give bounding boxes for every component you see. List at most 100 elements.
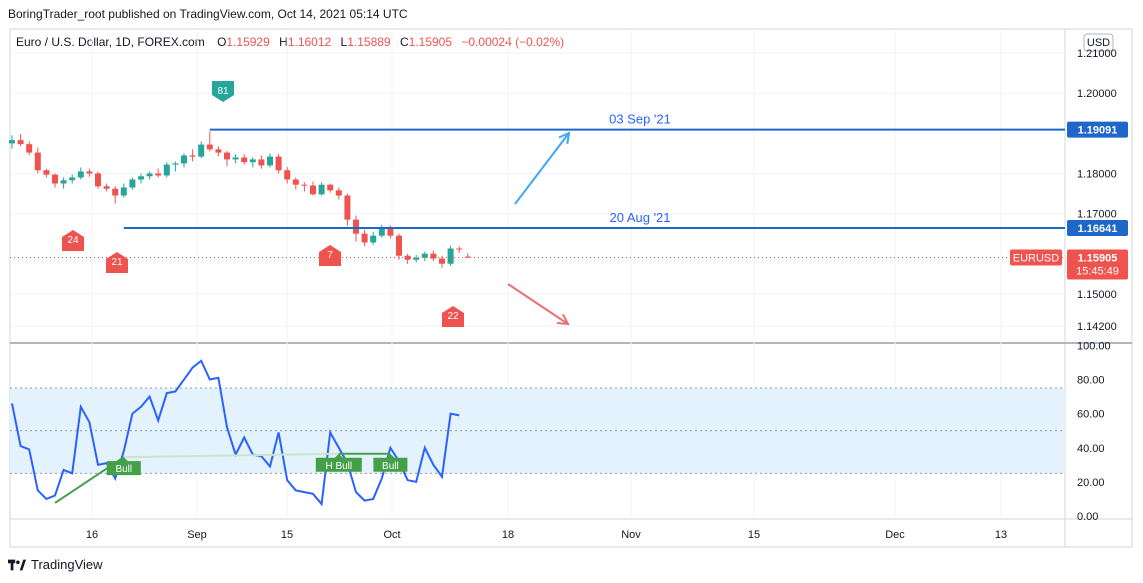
price-tick-label: 1.15000 [1077, 289, 1117, 301]
candle [292, 177, 299, 190]
divergence-label-bg [373, 453, 408, 472]
level-price-tag-bg [1067, 121, 1128, 138]
candle [370, 231, 377, 245]
candle-body [275, 156, 282, 171]
time-tick-label: 15 [748, 529, 760, 541]
signal-marker: 21 [106, 252, 128, 273]
candle-body [267, 156, 273, 166]
candle [378, 224, 385, 238]
candle [60, 177, 67, 189]
last-price-tag-bg [1067, 249, 1128, 280]
arrow-down-icon[interactable] [507, 283, 570, 326]
time-tick-label: Nov [621, 529, 641, 541]
candle-body [52, 174, 58, 184]
candle-body [361, 233, 368, 243]
candle [86, 168, 93, 177]
candle-body [129, 179, 136, 188]
candle-body [396, 235, 402, 256]
candle [335, 187, 342, 200]
candle-body [163, 164, 170, 176]
countdown-text: 15:45:49 [1076, 266, 1119, 278]
symbol-info: Euro / U.S. Dollar, 1D, FOREX.com O1.159… [16, 35, 564, 49]
candle [26, 141, 33, 156]
signal-marker-label: 22 [447, 311, 459, 322]
tradingview-logo[interactable]: TradingView [8, 557, 103, 572]
candle [43, 168, 50, 178]
drawings: 03 Sep '21 20 Aug '21 81 24 21 7 22 [10, 81, 1065, 327]
level-price-tag: 1.16641 [1067, 219, 1128, 236]
rsi-tick-label: 40.00 [1077, 443, 1105, 455]
signal-marker: 24 [62, 230, 84, 251]
candle-body [232, 157, 239, 160]
candle [430, 250, 437, 261]
level-price-tag-text: 1.19091 [1078, 125, 1118, 137]
candle [163, 162, 170, 178]
candle-body [103, 186, 110, 189]
candle [155, 168, 162, 178]
candle [361, 229, 368, 247]
rsi-pane: Bull H Bull Bull [10, 359, 1065, 507]
time-tick-label: 13 [995, 529, 1007, 541]
signal-marker: 22 [442, 306, 464, 327]
time-tick-label: Oct [383, 529, 400, 541]
price-tick-label: 1.18000 [1077, 168, 1117, 180]
candle [396, 233, 402, 260]
signal-marker-shape [442, 306, 464, 327]
time-tick-label: 15 [281, 529, 293, 541]
candle [275, 154, 282, 174]
symbol-tag-bg [1010, 249, 1062, 266]
candle-body [258, 159, 265, 166]
rsi-tick-label: 60.00 [1077, 409, 1105, 421]
symbol-tag-text: EURUSD [1013, 253, 1060, 265]
candle-body [112, 188, 119, 196]
candle [69, 174, 76, 184]
candle-body [17, 140, 24, 145]
candle-body [95, 173, 101, 187]
candle-body [370, 235, 377, 243]
candle [318, 182, 325, 196]
rsi-tick-label: 100.00 [1077, 340, 1111, 352]
candle [421, 251, 428, 261]
candle-body [146, 173, 153, 177]
candle-body [198, 144, 205, 157]
level-date-label: 03 Sep '21 [609, 112, 671, 127]
candle-body [120, 187, 127, 196]
candle-body [447, 248, 454, 264]
symbol-tag: EURUSD [1010, 249, 1062, 266]
candle [310, 181, 316, 196]
candle-body [9, 140, 15, 144]
level-price-tag-bg [1067, 219, 1128, 236]
candle-body [249, 159, 256, 163]
candle-body [404, 255, 411, 260]
signal-marker-label: 21 [111, 257, 123, 268]
candle-body [413, 257, 420, 260]
candle [447, 245, 454, 266]
candle [9, 135, 15, 149]
candle [181, 153, 187, 168]
candle [112, 186, 119, 204]
candle-body [327, 184, 334, 191]
tradingview-logo-icon [8, 559, 26, 570]
candle [198, 141, 205, 159]
candle [95, 171, 101, 189]
time-tick-label: Sep [187, 529, 207, 541]
rsi-tick-label: 0.00 [1077, 511, 1098, 523]
signal-marker: 7 [319, 245, 341, 266]
arrow-up-icon[interactable] [514, 131, 571, 205]
candle [120, 183, 127, 198]
candle [404, 253, 411, 264]
candle-body [86, 171, 93, 174]
currency-button[interactable]: USD [1083, 33, 1114, 52]
candle-body [69, 177, 76, 181]
candle-body [310, 185, 316, 195]
signal-marker-shape [212, 81, 234, 102]
signal-marker-shape [62, 230, 84, 251]
candle [129, 177, 136, 190]
candle-body [430, 253, 437, 259]
candle [258, 155, 265, 169]
divergence-label-text: Bull [382, 461, 399, 472]
candle-body [224, 152, 230, 160]
price-tick-label: 1.20000 [1077, 88, 1117, 100]
candle [249, 157, 256, 168]
